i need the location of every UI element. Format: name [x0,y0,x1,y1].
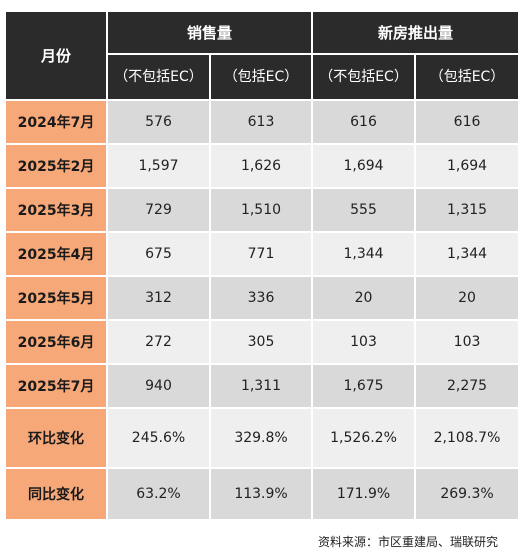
row-label: 2024年7月 [6,101,108,145]
table-cell: 1,315 [416,189,519,233]
table-cell: 305 [211,321,314,365]
table-cell: 1,344 [416,233,519,277]
table-cell: 336 [211,277,314,321]
source-note: 资料来源：市区重建局、瑞联研究 [317,535,498,549]
table-cell: 675 [108,233,211,277]
table-cell: 771 [211,233,314,277]
table-cell: 103 [313,321,417,365]
table-cell: 63.2% [108,469,211,521]
table-row: 2025年5月 312 336 20 20 [6,277,519,321]
table-cell: 1,694 [313,145,417,189]
table-row: 2024年7月 576 613 616 616 [6,101,519,145]
table-row: 2025年2月 1,597 1,626 1,694 1,694 [6,145,519,189]
sub-header-launch-incl-ec: （包括EC） [416,55,519,101]
table-cell: 1,526.2% [313,409,417,469]
data-table: 月份 销售量 新房推出量 （不包括EC） （包括EC） （不包括EC） （包括E… [6,12,519,521]
row-label: 同比变化 [6,469,108,521]
table-row: 2025年3月 729 1,510 555 1,315 [6,189,519,233]
table-cell: 1,344 [313,233,417,277]
row-label: 2025年2月 [6,145,108,189]
table-body: 2024年7月 576 613 616 616 2025年2月 1,597 1,626 1,69… [6,101,519,521]
table-cell: 555 [313,189,417,233]
sub-header-launch-excl-ec: （不包括EC） [313,55,417,101]
row-label: 环比变化 [6,409,108,469]
table-cell: 1,597 [108,145,211,189]
table-cell: 272 [108,321,211,365]
table-cell: 329.8% [211,409,314,469]
table-row: 2025年7月 940 1,311 1,675 2,275 [6,365,519,409]
row-label: 2025年5月 [6,277,108,321]
table-cell: 20 [416,277,519,321]
launch-group-header: 新房推出量 [313,12,519,55]
table-cell: 1,675 [313,365,417,409]
row-label: 2025年3月 [6,189,108,233]
table-row: 环比变化 245.6% 329.8% 1,526.2% 2,108.7% [6,409,519,469]
row-label: 2025年6月 [6,321,108,365]
month-column-header: 月份 [6,12,108,101]
table-cell: 269.3% [416,469,519,521]
table-header: 月份 销售量 新房推出量 （不包括EC） （包括EC） （不包括EC） （包括E… [6,12,519,101]
table-cell: 103 [416,321,519,365]
table-cell: 1,510 [211,189,314,233]
table-cell: 940 [108,365,211,409]
table-cell: 2,108.7% [416,409,519,469]
row-label: 2025年7月 [6,365,108,409]
table-cell: 20 [313,277,417,321]
table-cell: 312 [108,277,211,321]
table-cell: 576 [108,101,211,145]
sales-group-header: 销售量 [108,12,314,55]
table-cell: 616 [313,101,417,145]
table-cell: 113.9% [211,469,314,521]
table-cell: 2,275 [416,365,519,409]
sub-header-sales-excl-ec: （不包括EC） [108,55,211,101]
table-cell: 613 [211,101,314,145]
table-row: 同比变化 63.2% 113.9% 171.9% 269.3% [6,469,519,521]
table-cell: 1,311 [211,365,314,409]
table-cell: 1,626 [211,145,314,189]
row-label: 2025年4月 [6,233,108,277]
table-row: 2025年6月 272 305 103 103 [6,321,519,365]
sub-header-sales-incl-ec: （包括EC） [211,55,314,101]
table-cell: 245.6% [108,409,211,469]
table-row: 2025年4月 675 771 1,344 1,344 [6,233,519,277]
table-cell: 729 [108,189,211,233]
table-cell: 1,694 [416,145,519,189]
table-cell: 616 [416,101,519,145]
table-cell: 171.9% [313,469,417,521]
